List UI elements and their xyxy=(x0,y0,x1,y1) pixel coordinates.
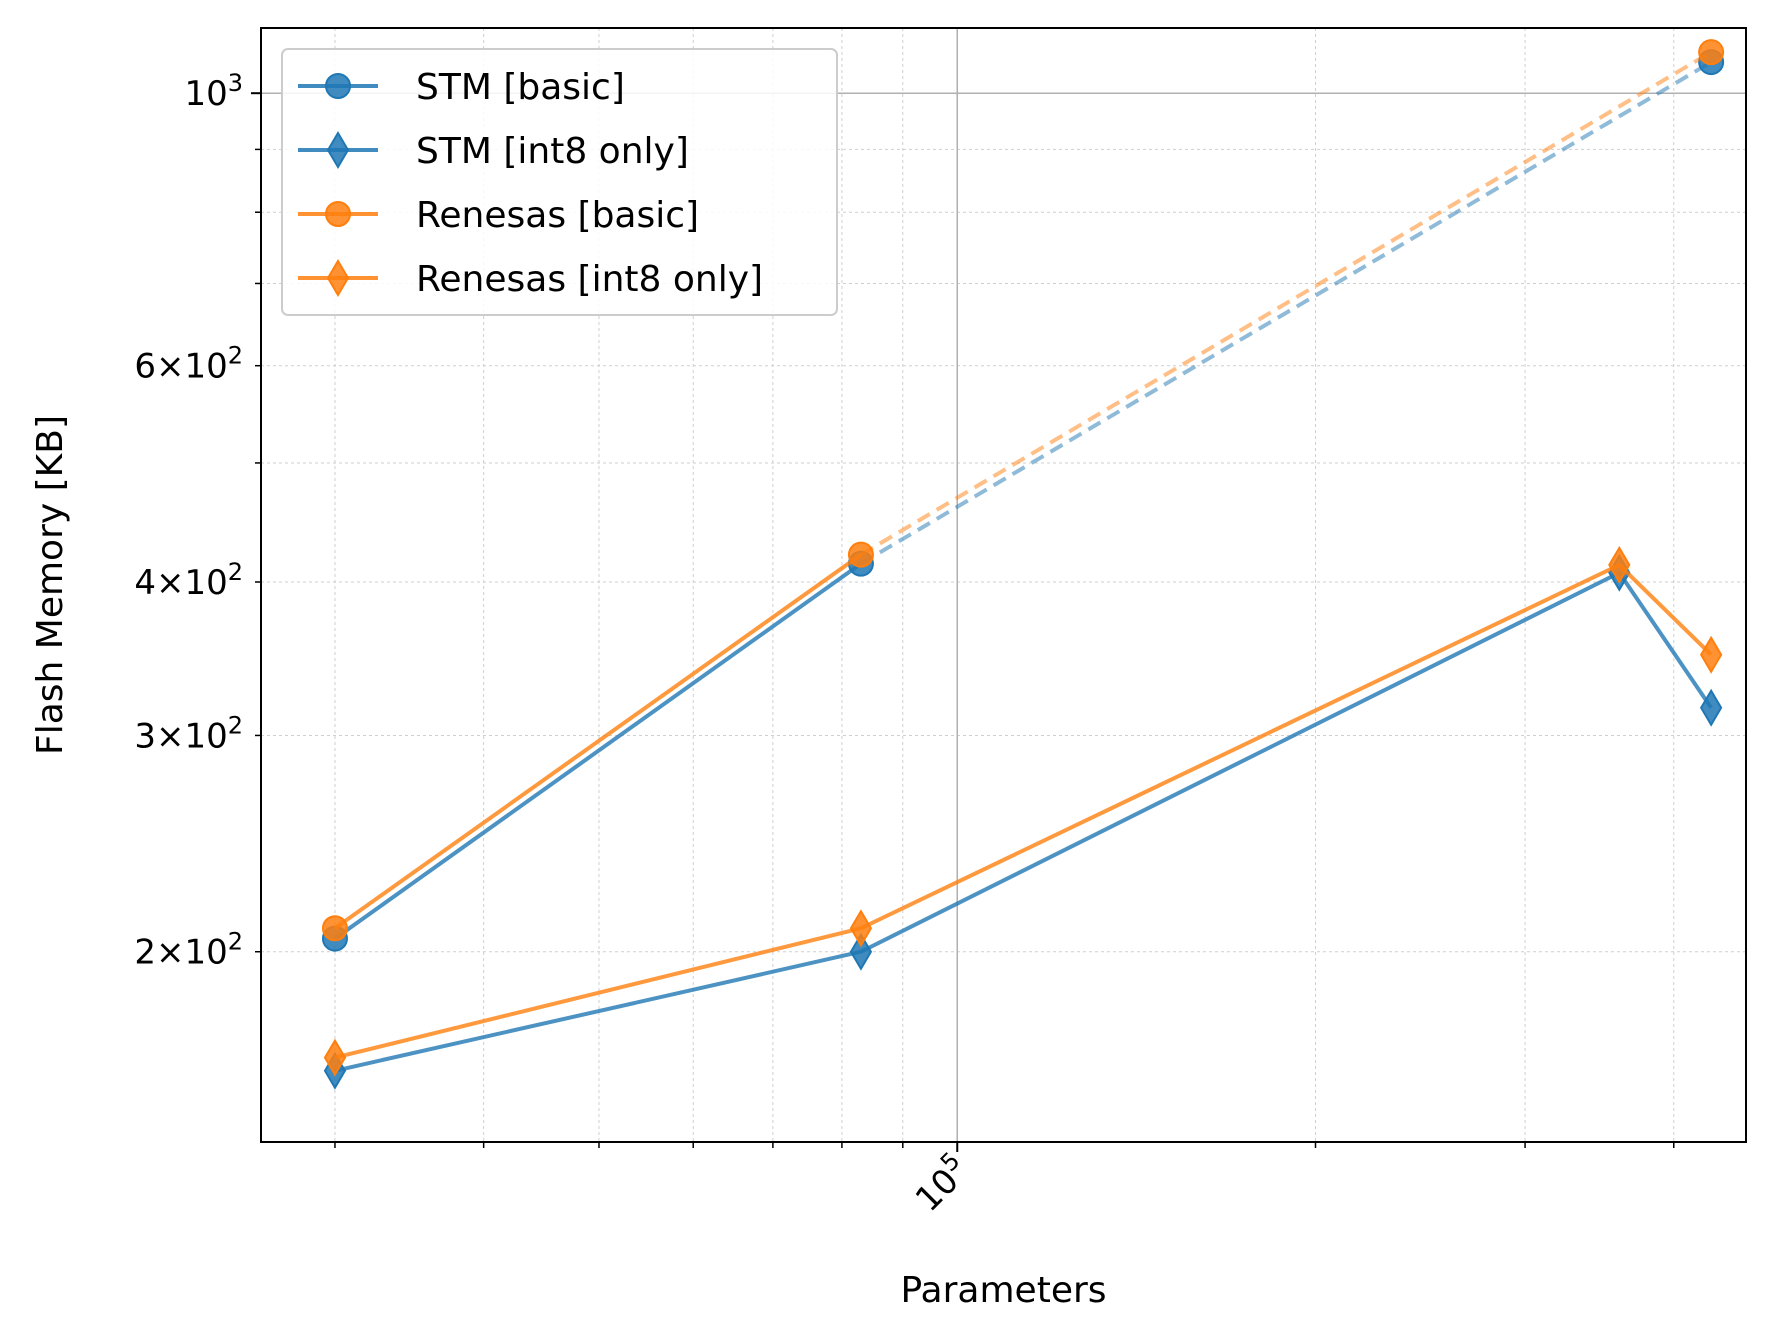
data-point xyxy=(1699,635,1723,674)
legend: STM [basic] STM [int8 only] Renesas [basic… xyxy=(281,48,838,316)
data-point xyxy=(849,932,873,971)
legend-item: STM [int8 only] xyxy=(298,131,689,172)
x-axis-label: Parameters xyxy=(900,1270,1106,1311)
series-layer xyxy=(321,39,1725,1090)
y-tick-label: 4×102 xyxy=(134,558,243,603)
legend-label: Renesas [basic] xyxy=(416,195,699,236)
y-tick-label: 103 xyxy=(184,69,243,114)
series-extrapolation-line xyxy=(859,50,1713,557)
legend-marker xyxy=(326,259,350,297)
legend-label: STM [int8 only] xyxy=(416,131,689,172)
y-tick-label: 3×102 xyxy=(134,711,243,756)
legend-marker xyxy=(325,201,351,227)
data-point xyxy=(1608,545,1631,584)
y-axis-label: Flash Memory [KB] xyxy=(30,415,71,755)
legend-label: STM [basic] xyxy=(416,67,625,108)
data-point xyxy=(849,909,873,948)
y-tick-label: 2×102 xyxy=(134,928,243,973)
legend-box xyxy=(281,48,838,316)
axis-ticks xyxy=(251,92,1675,1152)
series-line xyxy=(333,562,863,941)
series-2 xyxy=(321,39,1725,942)
legend-label: Renesas [int8 only] xyxy=(416,259,763,300)
legend-item: STM [basic] xyxy=(298,67,625,108)
series-line xyxy=(333,553,863,930)
data-point xyxy=(323,1038,347,1077)
series-line xyxy=(334,562,1713,1060)
plot-frame xyxy=(260,27,1747,1143)
series-3 xyxy=(323,545,1723,1077)
data-point xyxy=(1699,688,1723,727)
data-point xyxy=(1698,39,1725,66)
series-line xyxy=(334,570,1713,1073)
legend-marker xyxy=(325,73,351,99)
data-point xyxy=(847,541,874,568)
series-extrapolation-line xyxy=(859,60,1713,566)
legend-marker xyxy=(326,131,350,169)
data-point xyxy=(321,915,348,942)
y-tick-label: 6×102 xyxy=(134,342,243,387)
legend-item: Renesas [int8 only] xyxy=(298,259,763,300)
legend-item: Renesas [basic] xyxy=(298,195,699,236)
